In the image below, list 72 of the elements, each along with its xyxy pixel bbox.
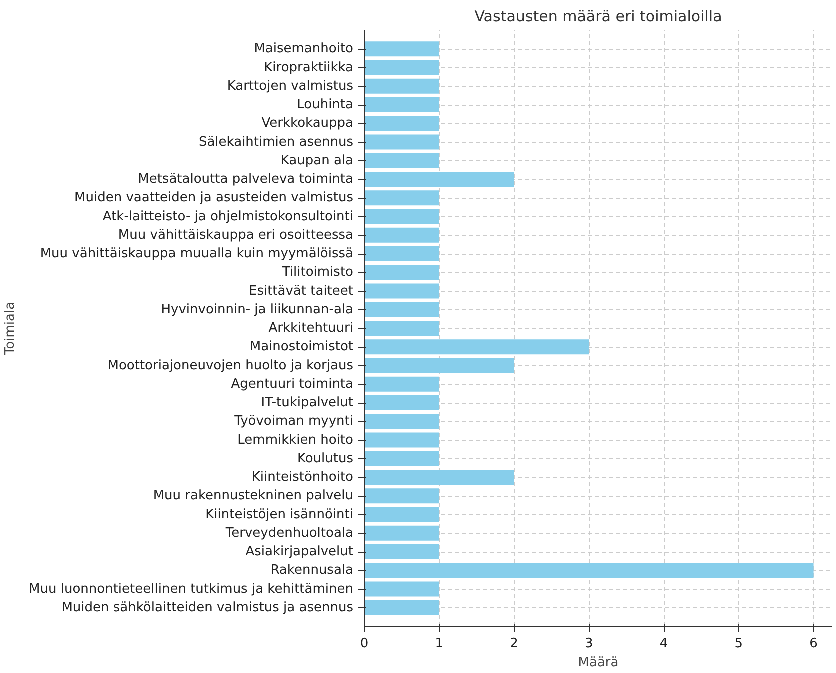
y-tick-label: Kiropraktiikka [264, 60, 354, 76]
y-tick-label: Mainostoimistot [250, 340, 354, 355]
y-tick-label: Muiden vaatteiden ja asusteiden valmistus [74, 190, 354, 206]
bar [364, 302, 440, 318]
y-tick-label: Verkkokauppa [262, 116, 354, 132]
y-tick-label: Asiakirjapalvelut [246, 544, 354, 560]
y-axis-title: Toimiala [3, 302, 18, 356]
bar [364, 600, 440, 616]
y-tick-label: Muu vähittäiskauppa eri osoitteessa [118, 228, 354, 243]
bar [364, 42, 440, 57]
bar [364, 209, 440, 224]
y-tick-label: Muu vähittäiskauppa muualla kuin myymälöissä [40, 246, 354, 262]
y-tick-label: Tilitoimisto [281, 265, 354, 280]
y-tick-label: Esittävät taiteet [248, 284, 354, 299]
bar [364, 246, 440, 262]
y-tick-label: Muiden sähkölaitteiden valmistus ja asennus [62, 600, 354, 616]
bar [364, 265, 440, 280]
bar [364, 153, 440, 168]
bar [364, 376, 440, 392]
bar [364, 60, 440, 76]
chart-title: Vastausten määrä eri toimialoilla [474, 8, 722, 26]
y-tick-label: Lemmikkien hoito [238, 432, 354, 448]
y-tick-label: Muu luonnontieteellinen tutkimus ja kehittäminen [29, 582, 354, 597]
bar [364, 116, 440, 132]
bar [364, 526, 440, 541]
bar [364, 228, 440, 243]
x-tick-label: 6 [810, 636, 818, 652]
bar [364, 432, 440, 448]
bar [364, 340, 590, 355]
y-tick-label: Työvoiman myynti [234, 414, 354, 430]
bar [364, 488, 440, 504]
y-tick-label: Kaupan ala [280, 153, 354, 168]
bar [364, 396, 440, 410]
x-tick-label: 1 [435, 636, 444, 652]
bar [364, 172, 514, 187]
bar [364, 190, 440, 206]
x-tick-label: 5 [734, 636, 744, 652]
bar [364, 134, 440, 150]
x-tick-label: 0 [360, 636, 369, 652]
bar [364, 358, 514, 374]
bar [364, 470, 514, 485]
y-tick-label: Agentuuri toiminta [231, 376, 354, 392]
y-tick-label: Muu rakennustekninen palvelu [153, 488, 354, 504]
y-tick-label: Koulutus [297, 451, 354, 466]
bar [364, 563, 814, 578]
y-tick-label: Terveydenhuoltoala [224, 526, 354, 541]
y-tick-label: Sälekaihtimien asennus [198, 134, 354, 150]
y-tick-label: Moottoriajoneuvojen huolto ja korjaus [108, 358, 354, 374]
y-tick-label: Metsätaloutta palveleva toiminta [138, 172, 354, 187]
bar [364, 321, 440, 336]
y-tick-label: Arkkitehtuuri [268, 321, 354, 336]
y-tick-label: Hyvinvoinnin- ja liikunnan-ala [161, 302, 354, 318]
x-tick-label: 4 [660, 636, 668, 652]
bar [364, 78, 440, 94]
x-tick-label: 2 [510, 636, 518, 652]
bar [364, 582, 440, 597]
y-tick-label: Louhinta [297, 98, 354, 112]
y-tick-label: IT-tukipalvelut [261, 396, 354, 410]
bar [364, 507, 440, 522]
bar [364, 284, 440, 299]
y-tick-label: Kiinteistöjen isännöinti [206, 507, 354, 522]
x-axis-title: Määrä [578, 656, 619, 670]
bar [364, 98, 440, 112]
x-tick-label: 3 [585, 636, 594, 652]
y-tick-label: Atk-laitteisto- ja ohjelmistokonsultointi [102, 209, 354, 224]
bar [364, 414, 440, 430]
y-tick-label: Kiinteistönhoito [252, 470, 354, 485]
y-tick-label: Maisemanhoito [254, 42, 354, 57]
bar [364, 451, 440, 466]
y-tick-label: Rakennusala [270, 563, 354, 578]
bar [364, 544, 440, 560]
y-tick-label: Karttojen valmistus [227, 78, 354, 94]
